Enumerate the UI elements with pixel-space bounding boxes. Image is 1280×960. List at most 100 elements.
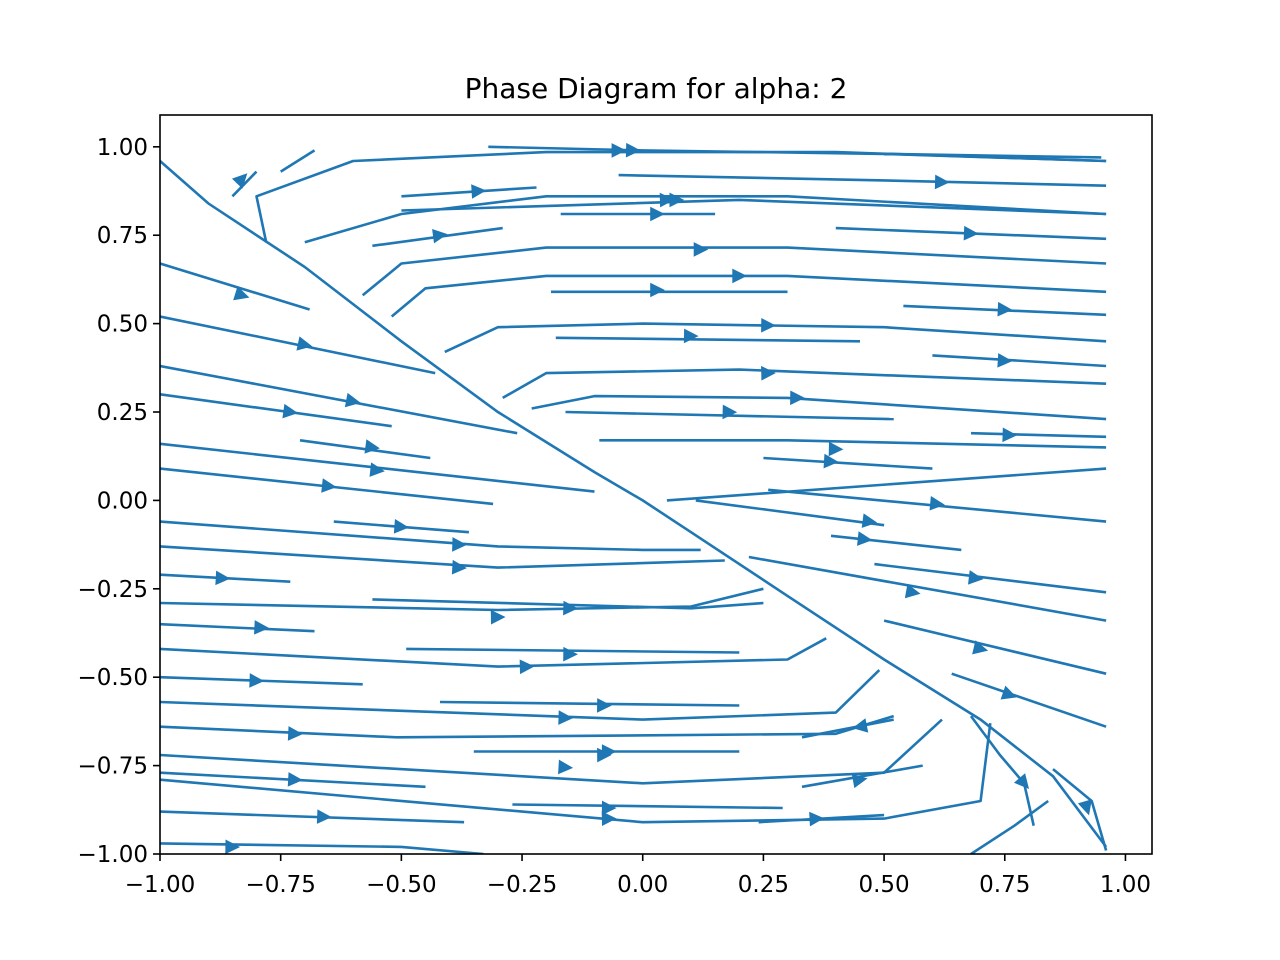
streamline-arrow-22 [1002,427,1018,443]
streamline-arrow-0 [625,142,641,158]
streamline-arrow-19 [790,390,805,406]
streamline-31 [951,672,1107,728]
streamline-arrow-47 [563,600,578,616]
streamline-6 [255,150,1107,243]
y-tick-label: −0.25 [78,577,148,603]
streamline-arrow-28 [968,570,984,585]
streamline-arrow-60 [851,773,868,789]
streamline-32 [1052,768,1108,851]
streamline-arrow-43 [452,537,467,552]
streamline-28 [874,562,1107,594]
axes: −1.00 −0.75 −0.50 −0.25 0.00 0.25 0.50 0.75 1.00… [78,114,1153,898]
streamline-arrow-2 [471,184,487,199]
streamline-54 [396,714,895,739]
streamline-arrow-26 [861,513,878,528]
streamline-arrow-21 [828,441,844,457]
streamline-56 [160,718,943,785]
streamline-15 [444,322,1107,354]
separatrix-line [160,160,1108,848]
streamline-arrow-41 [321,478,337,493]
x-tick-label: 0.75 [979,872,1030,898]
streamline-arrow-48 [254,620,270,635]
streamline-arrow-37 [344,392,361,408]
streamline-4 [401,198,1107,216]
streamline-11 [361,246,1107,297]
streamline-7 [231,170,258,198]
streamline-49 [160,637,827,668]
streamline-1 [618,173,1107,187]
streamline-arrow-57 [601,744,617,759]
streamline-59 [160,723,992,824]
y-tick-label: 0.50 [97,312,148,338]
streamline-5 [304,195,1107,244]
streamline-arrow-9 [963,225,979,241]
streamline-34 [884,152,1102,159]
y-tick-label: −1.00 [78,842,148,868]
streamline-65 [160,842,484,854]
x-tick-label: −0.50 [366,872,436,898]
streamline-58 [801,718,894,739]
streamline-21 [599,439,1107,449]
streamline-29 [748,555,1107,622]
streamline-24 [666,467,1107,502]
streamline-66 [970,799,1049,854]
streamline-arrow-55 [287,726,303,741]
streamline-arrow-15 [761,317,776,333]
y-tick-label: 1.00 [97,135,148,161]
streamline-arrow-62 [601,800,617,816]
streamline-arrow-51 [249,673,265,688]
streamline-35 [160,262,310,311]
streamline-44 [160,545,725,569]
streamline-arrow-18 [761,365,776,381]
streamline-2 [401,186,537,198]
streamline-arrow-10 [432,228,448,244]
x-tick-label: −0.75 [245,872,315,898]
streamline-33 [969,715,1035,826]
x-tick-label: 0.50 [858,872,909,898]
streamline-arrow-63 [809,811,825,827]
streamline-arrow-23 [823,453,839,469]
streamline-27 [830,534,962,552]
streamline-arrow-39 [364,439,380,454]
y-tick-label: −0.50 [78,665,148,691]
streamline-50 [406,647,740,654]
x-tick-label: 0.00 [617,872,668,898]
streamline-arrow-65 [225,839,241,854]
streamline-64 [160,810,465,824]
streamline-arrow-20 [722,404,738,420]
streamline-43 [160,520,701,552]
streamline-arrow-30 [972,640,989,655]
streamline-arrow-45 [215,570,231,586]
streamline-17 [932,354,1107,368]
streamline-arrow-32 [1077,799,1092,816]
y-tick-label: −0.75 [78,754,148,780]
streamline-22 [970,431,1107,439]
streamline-arrow-61 [287,772,303,787]
y-tick-label: 0.00 [97,488,148,514]
streamline-46 [160,587,764,612]
streamline-arrow-6 [611,143,627,158]
streamline-arrow-14 [997,301,1013,317]
streamline-arrow-46 [490,609,506,625]
streamline-37 [160,364,518,435]
y-tick-label: 0.25 [97,400,148,426]
streamline-26 [695,499,885,527]
streamline-36 [160,315,436,375]
streamline-arrow-17 [997,353,1013,368]
axes-frame [159,114,1153,855]
streamline-arrow-5 [669,192,685,208]
streamline-arrow-40 [369,462,385,477]
streamline-18 [502,368,1107,400]
streamline-arrow-13 [650,282,665,298]
chart-title: Phase Diagram for alpha: 2 [465,72,848,105]
streamline-arrow-53 [596,698,612,713]
streamline-8 [280,149,316,173]
streamline-arrow-44 [451,559,467,575]
streamline-52 [160,669,881,721]
streamline-arrow-27 [857,531,873,546]
x-tick-label: −0.25 [487,872,557,898]
streamline-arrow-3 [650,206,665,222]
streamline-arrow-1 [934,174,950,190]
streamline-arrow-38 [282,403,298,419]
